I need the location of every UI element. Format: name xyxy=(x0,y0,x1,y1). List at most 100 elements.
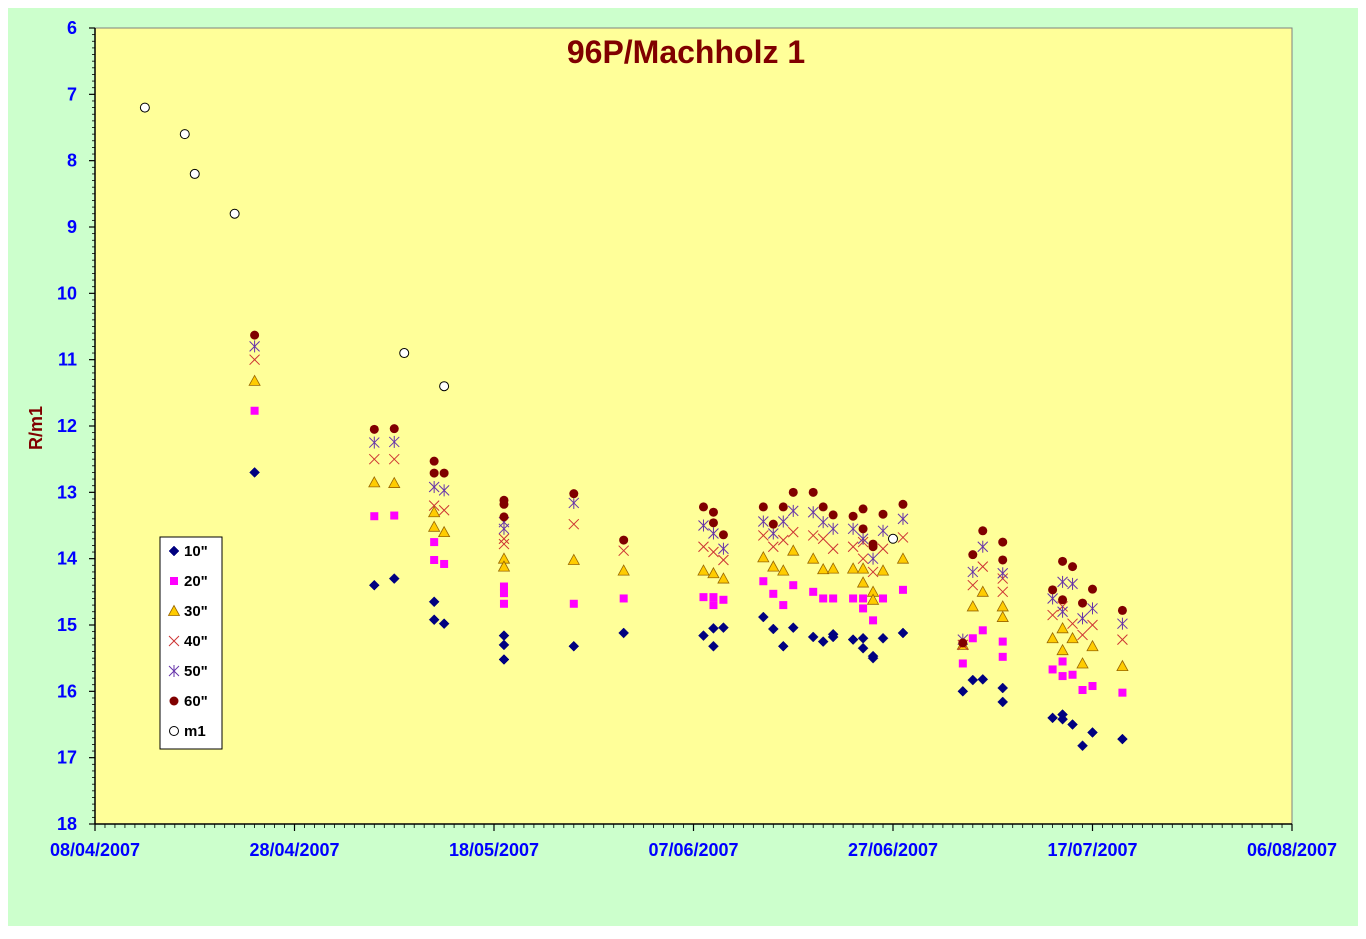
data-point xyxy=(698,630,709,641)
data-point xyxy=(787,622,799,634)
data-point xyxy=(1116,659,1129,672)
data-point xyxy=(189,168,200,179)
data-point xyxy=(866,593,880,605)
data-point xyxy=(968,550,978,560)
data-point xyxy=(896,552,910,564)
data-point xyxy=(1068,670,1077,679)
data-point xyxy=(997,682,1009,694)
data-point xyxy=(499,499,509,509)
data-point xyxy=(498,533,510,545)
data-point xyxy=(1047,712,1058,724)
data-point xyxy=(499,582,508,591)
legend-entry: 20" xyxy=(184,573,208,590)
data-point xyxy=(847,522,859,535)
data-point xyxy=(428,614,440,626)
data-point xyxy=(499,589,508,598)
data-point xyxy=(1048,665,1057,674)
data-point xyxy=(179,129,190,140)
legend-entry: 10" xyxy=(184,543,208,560)
data-point xyxy=(967,565,979,578)
data-point xyxy=(817,516,829,529)
data-point xyxy=(1056,643,1069,656)
y-tick-label: 7 xyxy=(67,84,77,104)
data-point xyxy=(498,522,510,535)
data-point xyxy=(229,208,240,219)
data-point xyxy=(1067,719,1078,730)
legend-marker xyxy=(168,635,180,647)
data-point xyxy=(998,537,1008,547)
data-point xyxy=(699,593,708,602)
data-point xyxy=(957,685,969,697)
data-point xyxy=(888,533,898,544)
data-point xyxy=(859,594,868,603)
data-point xyxy=(829,594,838,603)
data-point xyxy=(429,468,439,478)
data-point xyxy=(856,576,870,588)
data-point xyxy=(248,374,261,386)
legend-marker xyxy=(169,726,179,736)
data-point xyxy=(976,585,989,597)
data-point xyxy=(388,476,401,488)
x-tick-label: 17/07/2007 xyxy=(1047,840,1137,860)
data-point xyxy=(807,552,820,564)
data-point xyxy=(869,616,878,625)
data-point xyxy=(818,502,828,512)
data-point xyxy=(977,540,989,553)
data-point xyxy=(847,634,859,645)
data-point xyxy=(787,504,799,517)
y-tick-label: 9 xyxy=(67,217,77,237)
data-point xyxy=(859,604,868,613)
data-point xyxy=(369,424,379,434)
data-point xyxy=(998,637,1007,646)
y-tick-label: 10 xyxy=(57,283,77,303)
legend-marker xyxy=(168,665,180,677)
data-point xyxy=(439,381,450,392)
data-point xyxy=(1058,657,1067,666)
data-point xyxy=(876,564,890,576)
data-point xyxy=(708,640,719,652)
data-point xyxy=(388,435,400,448)
data-point xyxy=(439,468,449,478)
data-point xyxy=(499,599,508,608)
data-point xyxy=(1117,605,1127,615)
data-point xyxy=(619,594,628,603)
data-point xyxy=(808,487,818,497)
x-tick-label: 27/06/2007 xyxy=(848,840,938,860)
data-point xyxy=(759,577,768,586)
data-point xyxy=(997,586,1009,598)
data-point xyxy=(1068,562,1078,572)
data-point xyxy=(368,476,381,488)
data-point xyxy=(788,487,798,497)
data-point xyxy=(849,594,858,603)
data-point xyxy=(569,599,578,608)
legend-entry: 30" xyxy=(184,603,208,620)
data-point xyxy=(897,512,909,525)
data-point xyxy=(898,499,908,509)
data-point xyxy=(1088,584,1097,594)
data-point xyxy=(777,564,790,576)
data-point xyxy=(1087,727,1098,738)
data-point xyxy=(698,502,708,512)
data-point xyxy=(898,585,907,594)
data-point xyxy=(897,627,909,639)
y-tick-label: 12 xyxy=(57,416,77,436)
data-point xyxy=(767,541,779,553)
data-point xyxy=(368,453,380,465)
data-point xyxy=(718,542,729,555)
data-point xyxy=(997,567,1009,580)
data-point xyxy=(1077,612,1088,625)
data-point xyxy=(619,535,629,545)
data-point xyxy=(827,522,839,535)
data-point xyxy=(498,538,510,550)
data-point xyxy=(139,102,150,113)
legend-entry: m1 xyxy=(184,723,206,740)
axes: 6 7 8 9 10 11 12 13 14 15 16 17 18 08/04/2007 28/04/20… xyxy=(50,18,1337,860)
data-point xyxy=(1078,598,1088,608)
x-tick-label: 08/04/2007 xyxy=(50,840,140,860)
data-point xyxy=(967,579,979,591)
data-point xyxy=(1066,631,1079,644)
data-point xyxy=(1056,621,1069,634)
data-point xyxy=(1077,740,1088,752)
data-point xyxy=(1046,631,1059,644)
data-point xyxy=(968,634,977,643)
